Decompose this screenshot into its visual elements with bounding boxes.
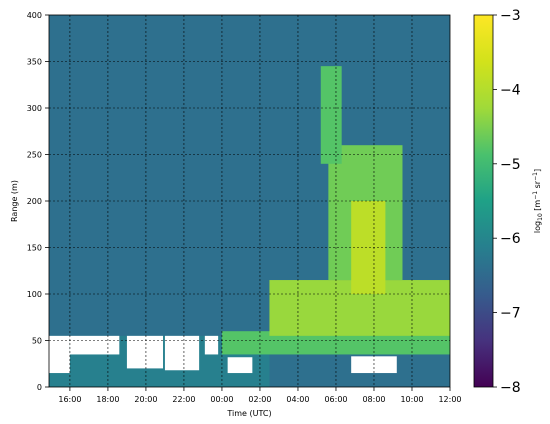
missing-data-block — [69, 335, 120, 355]
y-tick-label: 350 — [27, 58, 42, 67]
colorbar-tick-label: −3 — [500, 8, 521, 24]
missing-data-areas — [49, 335, 397, 374]
x-tick-label: 10:00 — [400, 395, 423, 404]
x-tick-label: 04:00 — [286, 395, 309, 404]
colorbar-tick-label: −8 — [500, 380, 521, 396]
heatmap-region — [221, 331, 450, 355]
x-tick-label: 12:00 — [438, 395, 461, 404]
missing-data-block — [227, 357, 253, 374]
y-tick-label: 50 — [32, 337, 42, 346]
x-tick-label: 20:00 — [134, 395, 157, 404]
y-tick-label: 250 — [27, 151, 42, 160]
y-tick-label: 100 — [27, 290, 42, 299]
x-tick-label: 16:00 — [58, 395, 81, 404]
heatmap-cells — [49, 15, 450, 387]
x-tick-label: 08:00 — [362, 395, 385, 404]
missing-data-block — [164, 335, 200, 371]
y-axis-label: Range (m) — [10, 180, 19, 222]
y-tick-label: 0 — [37, 383, 42, 392]
y-tick-label: 300 — [27, 104, 42, 113]
y-tick-label: 150 — [27, 244, 42, 253]
x-axis-ticks: 16:00 18:00 20:00 22:00 00:00 02:00 04:00 06:00… — [58, 387, 462, 404]
y-tick-label: 200 — [27, 197, 42, 206]
missing-data-block — [49, 335, 70, 374]
colorbar-tick-label: −7 — [500, 306, 521, 322]
x-tick-label: 02:00 — [248, 395, 271, 404]
missing-data-block — [204, 335, 219, 355]
missing-data-block — [126, 335, 164, 369]
x-tick-label: 18:00 — [96, 395, 119, 404]
x-tick-label: 00:00 — [210, 395, 233, 404]
colorbar-tick-label: −5 — [500, 157, 521, 173]
y-tick-label: 400 — [27, 11, 42, 20]
colorbar-label: log10 [m−1 sr−1] — [532, 169, 544, 233]
x-tick-label: 06:00 — [324, 395, 347, 404]
heatmap-region — [351, 201, 386, 294]
colorbar — [473, 14, 494, 388]
y-axis-ticks: 0 50 100 150 200 250 300 350 400 — [27, 11, 49, 392]
heatmap-region — [320, 66, 342, 164]
colorbar-tick-label: −4 — [500, 82, 521, 98]
grid-lines — [49, 15, 450, 387]
x-tick-label: 22:00 — [172, 395, 195, 404]
colorbar-ticks: −3 −4 −5 −6 −7 −8 — [493, 8, 521, 396]
x-axis-label: Time (UTC) — [226, 409, 271, 418]
colorbar-tick-label: −6 — [500, 231, 521, 247]
